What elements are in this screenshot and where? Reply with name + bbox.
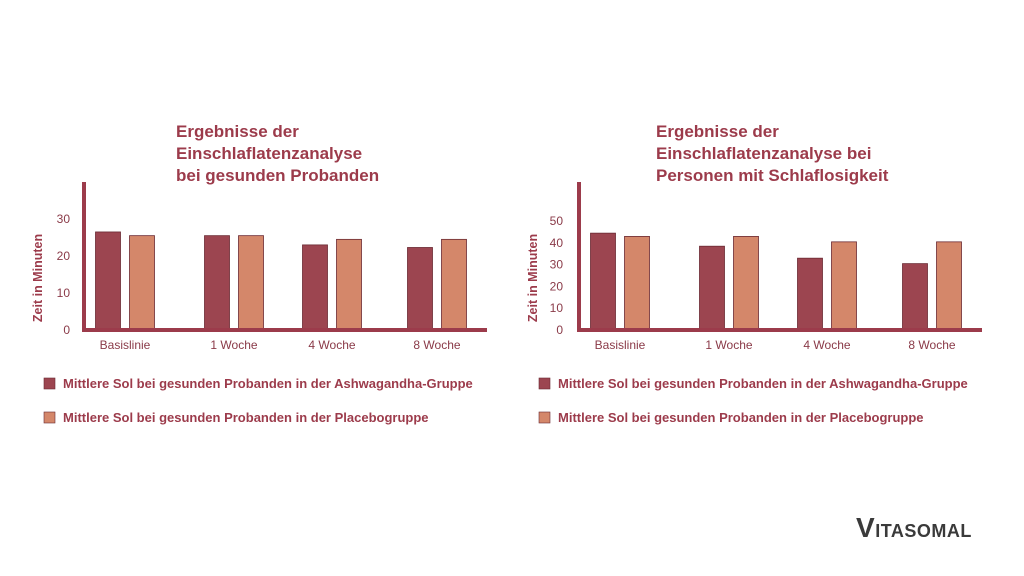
- y-tick-label: 10: [57, 286, 71, 300]
- bar-ashwagandha: [204, 235, 230, 331]
- legend-label-ashwagandha: Mittlere Sol bei gesunden Probanden in d…: [63, 376, 473, 391]
- legend-label-placebo: Mittlere Sol bei gesunden Probanden in d…: [63, 410, 429, 425]
- x-tick-label: Basislinie: [100, 338, 151, 352]
- bar-placebo: [624, 236, 650, 331]
- x-tick-label: 1 Woche: [210, 338, 257, 352]
- bar-placebo: [733, 236, 759, 331]
- y-tick-label: 30: [550, 258, 564, 272]
- bar-ashwagandha: [590, 232, 616, 331]
- legend-swatch-placebo: [43, 411, 56, 424]
- bar-ashwagandha: [407, 247, 433, 331]
- chart-title-line: Ergebnisse der: [176, 122, 299, 141]
- bar-placebo: [336, 238, 362, 331]
- y-tick-label: 50: [550, 214, 564, 228]
- x-tick-label: 4 Woche: [308, 338, 355, 352]
- bar-ashwagandha: [95, 231, 121, 331]
- chart-title-line: Einschlaflatenzanalyse: [176, 144, 362, 163]
- bar-ashwagandha: [902, 263, 928, 331]
- y-tick-label: 20: [550, 279, 564, 293]
- y-tick-label: 10: [550, 301, 564, 315]
- bar-placebo: [441, 238, 467, 331]
- legend-swatch-ashwagandha: [538, 377, 551, 390]
- y-tick-label: 40: [550, 236, 564, 250]
- x-tick-label: 1 Woche: [705, 338, 752, 352]
- x-tick-label: 4 Woche: [803, 338, 850, 352]
- bar-ashwagandha: [699, 245, 725, 331]
- legend-swatch-ashwagandha: [43, 377, 56, 390]
- y-axis-label: Zeit in Minuten: [526, 234, 540, 322]
- legend-label-ashwagandha: Mittlere Sol bei gesunden Probanden in d…: [558, 376, 968, 391]
- y-tick-label: 0: [556, 323, 563, 337]
- bar-ashwagandha: [797, 257, 823, 331]
- legend-swatch-placebo: [538, 411, 551, 424]
- chart-title-line: Einschlaflatenzanalyse bei: [656, 144, 871, 163]
- y-axis-label: Zeit in Minuten: [31, 234, 45, 322]
- bar-placebo: [936, 241, 962, 331]
- y-tick-label: 20: [57, 249, 71, 263]
- chart-title-line: bei gesunden Probanden: [176, 166, 379, 185]
- bar-placebo: [129, 235, 155, 331]
- x-tick-label: 8 Woche: [413, 338, 460, 352]
- bar-ashwagandha: [302, 244, 328, 331]
- chart-title-line: Personen mit Schlaflosigkeit: [656, 166, 889, 185]
- brand-initial: V: [856, 512, 876, 543]
- bar-placebo: [238, 235, 264, 331]
- brand-rest: ITASOMAL: [875, 521, 972, 541]
- x-tick-label: Basislinie: [595, 338, 646, 352]
- vitasomal-logo: VITASOMAL: [856, 512, 972, 544]
- x-tick-label: 8 Woche: [908, 338, 955, 352]
- y-tick-label: 0: [63, 323, 70, 337]
- legend-label-placebo: Mittlere Sol bei gesunden Probanden in d…: [558, 410, 924, 425]
- chart-title-line: Ergebnisse der: [656, 122, 779, 141]
- y-tick-label: 30: [57, 212, 71, 226]
- bar-placebo: [831, 241, 857, 331]
